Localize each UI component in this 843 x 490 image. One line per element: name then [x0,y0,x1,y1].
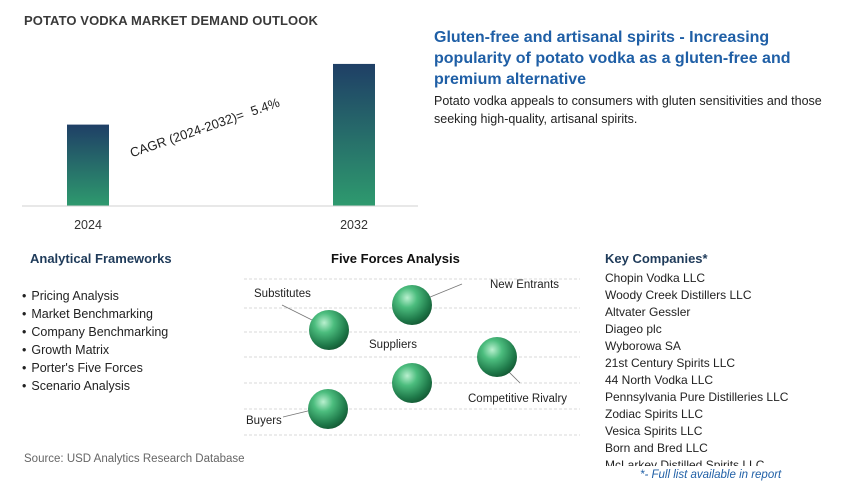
x-tick-label: 2024 [74,218,102,232]
company-item: Woody Creek Distillers LLC [605,288,752,302]
company-item: McLarkey Distilled Spirits LLC [605,458,765,466]
bar-2032 [333,63,375,206]
connector-substitutes [281,304,317,323]
company-item: Chopin Vodka LLC [605,271,706,285]
bar-2024 [67,124,109,206]
label-buyers: Buyers [246,415,282,427]
five-forces-diagram [244,278,580,436]
company-item: 21st Century Spirits LLC [605,356,736,370]
sphere-substitutes [309,310,349,350]
sphere-suppliers [392,363,432,403]
framework-item: Market Benchmarking [22,305,168,323]
company-item: Altvater Gessler [605,305,691,319]
ticks-group: 2024 2032 [74,218,368,232]
sphere-new-entrants [392,285,432,325]
framework-item: Scenario Analysis [22,377,168,395]
description: Potato vodka appeals to consumers with g… [434,94,822,126]
source-note: Source: USD Analytics Research Database [24,453,245,465]
label-suppliers: Suppliers [369,339,417,351]
key-companies-note: *- Full list available in report [640,469,782,481]
company-item: Diageo plc [605,322,662,336]
company-item: Zodiac Spirits LLC [605,407,704,421]
sphere-competitive-rivalry [477,337,517,377]
analytical-frameworks-list: Pricing Analysis Market Benchmarking Com… [22,287,168,395]
page-title: POTATO VODKA MARKET DEMAND OUTLOOK [24,13,318,28]
key-companies-title: Key Companies* [605,251,708,266]
framework-item: Pricing Analysis [22,287,168,305]
x-tick-label: 2032 [340,218,368,232]
company-item: Born and Bred LLC [605,441,708,455]
company-item: Pennsylvania Pure Distilleries LLC [605,390,789,404]
analytical-frameworks-title: Analytical Frameworks [30,251,172,266]
label-competitive-rivalry: Competitive Rivalry [468,393,568,405]
label-new-entrants: New Entrants [490,279,560,291]
company-item: 44 North Vodka LLC [605,373,714,387]
sphere-buyers [308,389,348,429]
label-substitutes: Substitutes [254,288,311,300]
five-forces-title: Five Forces Analysis [331,251,460,266]
key-companies-list: Chopin Vodka LLC Woody Creek Distillers … [605,270,835,466]
framework-item: Porter's Five Forces [22,359,168,377]
headline: Gluten-free and artisanal spirits - Incr… [434,29,791,88]
company-item: Vesica Spirits LLC [605,424,703,438]
framework-item: Company Benchmarking [22,323,168,341]
framework-item: Growth Matrix [22,341,168,359]
company-item: Wyborowa SA [605,339,681,353]
bars-group [67,63,375,206]
